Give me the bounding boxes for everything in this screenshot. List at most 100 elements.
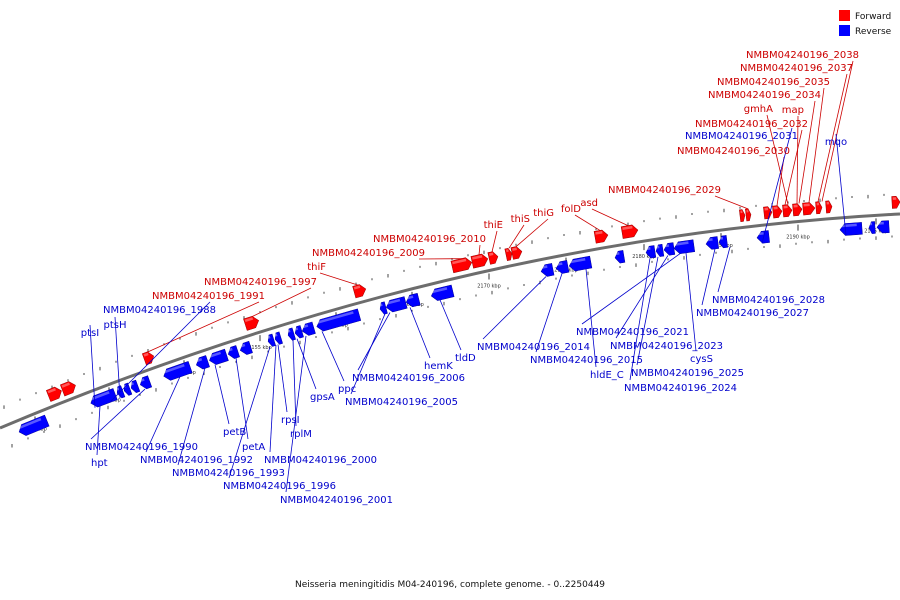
reverse-gene — [663, 242, 676, 256]
reverse-gene-label: hldE_C — [590, 370, 624, 381]
scale-tick-label: 2195 kbp — [864, 228, 888, 234]
reverse-gene — [705, 236, 720, 250]
reverse-gene — [540, 263, 555, 277]
reverse-gene-label: NMBM04240196_1996 — [223, 481, 336, 492]
forward-gene-label: NMBM04240196_2034 — [708, 90, 821, 101]
reverse-gene-label: NMBM04240196_2005 — [345, 397, 458, 408]
forward-gene-label: NMBM04240196_2029 — [608, 185, 721, 196]
reverse-gene-label: NMBM04240196_1993 — [172, 468, 285, 479]
reverse-gene — [645, 245, 657, 259]
reverse-gene-label: hemK — [424, 361, 453, 372]
reverse-label-leader — [535, 273, 563, 353]
forward-label-leader — [821, 60, 854, 202]
reverse-label-leader — [321, 331, 345, 382]
reverse-gene-label: ppc — [338, 384, 356, 395]
forward-gene-label: NMBM04240196_2038 — [746, 50, 859, 61]
reverse-label-leader — [269, 345, 277, 453]
reverse-label-leader — [409, 307, 431, 359]
reverse-gene — [227, 345, 240, 359]
forward-label-leader — [478, 244, 481, 255]
reverse-label-leader — [581, 253, 681, 325]
forward-gene-label: NMBM04240196_2009 — [312, 248, 425, 259]
reverse-gene-label: rpsI — [281, 415, 300, 426]
reverse-gene — [379, 301, 388, 315]
forward-gene — [745, 208, 752, 222]
reverse-label-leader — [636, 256, 659, 366]
reverse-gene — [267, 333, 276, 347]
forward-gene — [782, 204, 793, 218]
forward-gene-label: thiE — [484, 220, 503, 231]
reverse-gene-label: NMBM04240196_1990 — [85, 442, 198, 453]
scale-tick-label: 2155 kbp — [248, 345, 272, 351]
forward-gene-label: thiF — [307, 262, 326, 273]
scale-tick-label: 2185 kbp — [709, 243, 733, 249]
reverse-gene-label: NMBM04240196_2021 — [576, 327, 689, 338]
forward-gene-label: gmhA — [744, 104, 773, 115]
reverse-label-leader — [114, 316, 121, 399]
forward-label-leader — [574, 214, 601, 231]
forward-gene — [243, 316, 259, 331]
reverse-gene — [208, 348, 229, 365]
forward-label-leader — [491, 230, 498, 252]
forward-gene — [510, 246, 523, 260]
reverse-gene — [239, 340, 253, 355]
forward-label-leader — [798, 100, 816, 204]
reverse-gene — [301, 321, 316, 336]
reverse-label-leader — [629, 258, 651, 381]
reverse-gene-label: NMBM04240196_2023 — [610, 341, 723, 352]
reverse-gene-label: NMBM04240196_2014 — [477, 342, 590, 353]
forward-gene — [772, 205, 783, 219]
reverse-gene — [405, 292, 421, 308]
reverse-gene — [555, 260, 570, 274]
reverse-gene-label: rplM — [290, 429, 312, 440]
forward-label-leader — [776, 156, 785, 206]
reverse-gene-label: tldD — [455, 353, 476, 364]
reverse-gene-label: petA — [242, 442, 265, 453]
reverse-label-leader — [285, 335, 307, 493]
legend-reverse-label: Reverse — [855, 27, 892, 37]
reverse-label-leader — [835, 133, 847, 236]
reverse-gene — [655, 243, 665, 257]
reverse-gene — [195, 355, 210, 370]
reverse-label-leader — [350, 313, 386, 395]
forward-gene-label: NMBM04240196_2037 — [740, 63, 853, 74]
reverse-gene — [163, 361, 193, 381]
scale-tick-label: 2180 kbp — [632, 254, 656, 260]
reverse-gene — [673, 239, 696, 254]
map-caption: Neisseria meningitidis M04-240196, compl… — [295, 580, 605, 590]
reverse-label-leader — [145, 376, 181, 453]
reverse-gene-label: NMBM04240196_2028 — [712, 295, 825, 306]
reverse-label-leader — [292, 339, 297, 427]
forward-label-leader — [808, 87, 825, 203]
reverse-label-leader — [109, 301, 211, 403]
reverse-label-leader — [177, 367, 206, 466]
reverse-gene-label: petB — [223, 427, 246, 438]
reverse-label-leader — [761, 127, 793, 244]
reverse-gene — [130, 379, 141, 393]
forward-gene-label: NMBM04240196_2032 — [695, 119, 808, 130]
forward-gene — [59, 381, 76, 397]
forward-gene-label: map — [782, 105, 804, 116]
legend-forward-swatch — [839, 10, 850, 21]
reverse-label-leader — [235, 357, 249, 440]
forward-label-leader — [817, 73, 848, 202]
forward-label-leader — [591, 208, 629, 227]
reverse-gene — [294, 325, 304, 339]
reverse-gene-label: NMBM04240196_2024 — [624, 383, 737, 394]
reverse-gene — [839, 222, 863, 236]
forward-gene — [593, 229, 609, 244]
legend-forward-label: Forward — [855, 12, 891, 22]
reverse-gene — [430, 284, 455, 301]
reverse-label-leader — [717, 246, 731, 293]
reverse-gene — [287, 327, 296, 341]
forward-label-leader — [784, 129, 803, 205]
scale-tick-label: 2190 kbp — [786, 235, 810, 241]
forward-gene — [792, 203, 803, 217]
forward-gene-label: thiG — [533, 208, 554, 219]
reverse-label-leader — [89, 324, 96, 408]
forward-gene — [815, 201, 823, 215]
reverse-label-leader — [228, 346, 271, 479]
reverse-label-leader — [296, 338, 317, 390]
